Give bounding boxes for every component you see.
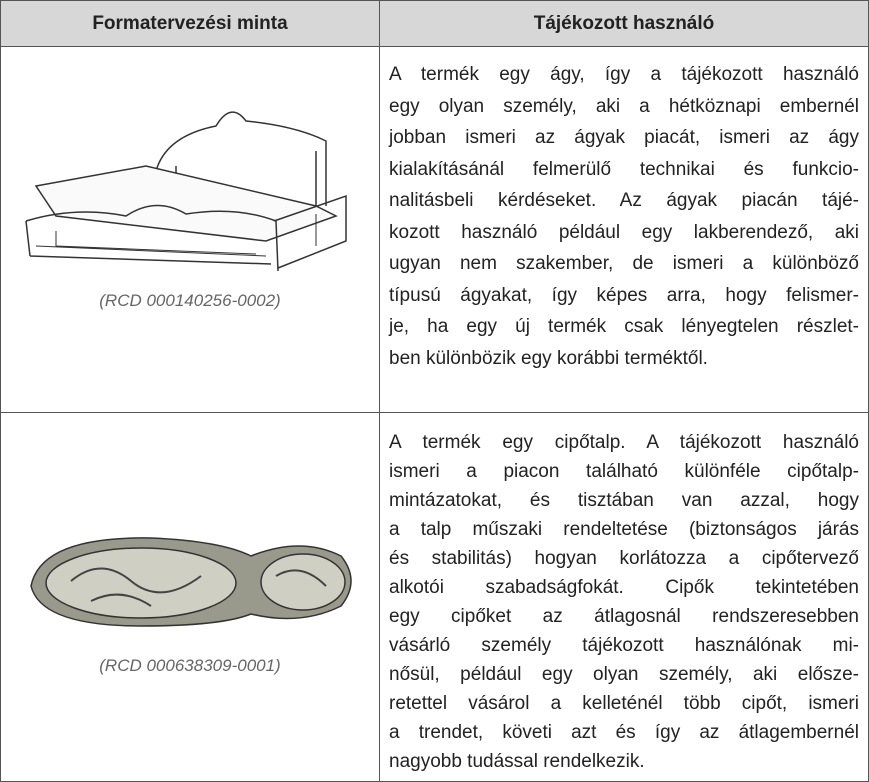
column-border <box>379 1 380 781</box>
text-line: nalitásbeli kérdéseket. Az ágyak piacán … <box>389 190 859 211</box>
description: A termék egy ágy, így a tájékozott haszn… <box>389 59 859 374</box>
text-line: kozott használó például egy lakberendező… <box>389 221 859 243</box>
row-border <box>1 412 868 413</box>
text-line: alkotói szabadságfokát. Cipők tekintetéb… <box>389 577 859 598</box>
header-cell: Formatervezési minta <box>1 1 379 47</box>
image-caption: (RCD 000140256-0002) <box>99 291 281 310</box>
text-line: a trendet, követi azt és így az átlagemb… <box>389 722 859 743</box>
shoe-sole-image <box>30 537 352 627</box>
text-line: vásárló személy tájékozott használónak m… <box>389 635 859 656</box>
text-line: nagyobb tudással rendelkezik. <box>389 751 645 772</box>
text-line: ismeri a piacon található különféle cipő… <box>389 461 859 482</box>
text-line: és stabilitás) hogyan korlátozza a cipőt… <box>389 548 859 569</box>
text-line: jobban ismeri az ágyak piacát, ismeri az… <box>389 127 859 148</box>
text-line: A termék egy cipőtalp. A tájékozott hasz… <box>389 432 859 453</box>
text-line: ugyan nem szakember, de ismeri a különbö… <box>389 253 859 274</box>
text-line: je, ha egy új termék csak lényegtelen ré… <box>389 316 859 337</box>
text-line: típusú ágyakat, így képes arra, hogy fel… <box>389 284 859 306</box>
text-line: a talp műszaki rendeltetése (biztonságos… <box>389 519 859 540</box>
text-line: nősül, például egy olyan személy, aki el… <box>389 664 859 685</box>
text-line: A termék egy ágy, így a tájékozott haszn… <box>389 64 859 85</box>
text-line: kialakításánál felmerülő technikai és fu… <box>389 158 859 180</box>
header-cell: Tájékozott használó <box>380 1 868 47</box>
text-line: egy cipőket az átlagosnál rendszeresebbe… <box>389 606 859 627</box>
text-line: retettel vásárol a kelleténél több cipőt… <box>389 693 859 714</box>
description: A termék egy cipőtalp. A tájékozott hasz… <box>389 428 859 776</box>
text-line: ben különbözik egy korábbi terméktől. <box>389 347 708 369</box>
text-line: egy olyan személy, aki a hétköznapi embe… <box>389 95 859 117</box>
bed-image <box>25 111 347 272</box>
image-caption: (RCD 000638309-0001) <box>99 656 281 675</box>
text-line: mintázatokat, és tisztában van azzal, ho… <box>389 490 859 511</box>
